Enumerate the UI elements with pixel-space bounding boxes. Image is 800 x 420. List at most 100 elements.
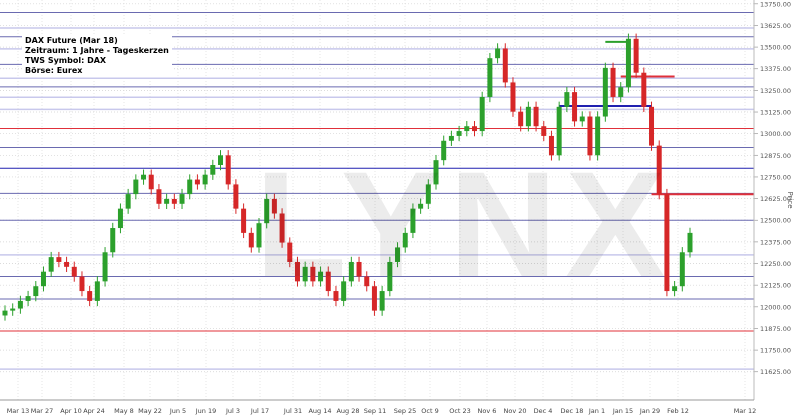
y-tick-label: 13000.00 (760, 130, 791, 138)
y-tick-label: 13125.00 (760, 109, 791, 117)
x-tick-label: Jul 31 (283, 407, 302, 415)
candle-body (79, 276, 85, 292)
candle-body (64, 261, 70, 267)
candle-body (341, 281, 347, 301)
candle-body (233, 184, 239, 209)
candle-body (618, 87, 624, 97)
x-axis: Mar 13 Mar 27 Apr 10 Apr 24 May 8 May 22 Jun 5… (0, 399, 757, 415)
x-tick-label: Sep 11 (364, 407, 387, 415)
candle-body (602, 67, 608, 117)
candle-body (687, 232, 693, 253)
candle-body (425, 184, 431, 204)
candle-body (579, 116, 585, 122)
candle-body (110, 228, 116, 253)
candle-body (287, 242, 293, 262)
candle-body (187, 179, 193, 195)
candle-body (318, 271, 324, 282)
candle-body (48, 257, 54, 272)
y-tick-label: 13375.00 (760, 65, 791, 73)
y-tick-label: 12875.00 (760, 152, 791, 160)
candle-body (248, 232, 254, 248)
candle-body (33, 286, 39, 297)
candle-body (533, 106, 539, 127)
candle-body (171, 198, 177, 204)
candle-body (325, 271, 331, 292)
candle-body (679, 252, 685, 287)
candle-body (556, 106, 562, 156)
candle-body (572, 92, 578, 122)
candle-body (210, 165, 216, 175)
x-tick-label: Feb 12 (667, 407, 689, 415)
candle-body (525, 106, 531, 127)
x-tick-label: Mar 13 (7, 407, 30, 415)
candle-body (649, 106, 655, 146)
x-tick-label: Jun 19 (195, 407, 217, 415)
y-tick-label: 13250.00 (760, 87, 791, 95)
candle-body (418, 203, 424, 209)
candle-body (548, 135, 554, 156)
chart-legend: DAX Future (Mar 18) Zeitraum: 1 Jahre - … (22, 36, 172, 76)
candle-body (279, 213, 285, 243)
candle-body (218, 155, 224, 166)
x-tick-label: Jan 1 (588, 407, 605, 415)
legend-line-1: DAX Future (Mar 18) (25, 36, 118, 45)
x-tick-label: Apr 10 (60, 407, 82, 415)
candle-body (302, 266, 308, 282)
x-tick-label: Aug 14 (308, 407, 331, 415)
y-tick-label: 12125.00 (760, 282, 791, 290)
y-tick-label: 13750.00 (760, 0, 791, 8)
candle-body (633, 38, 639, 73)
candle-body (364, 276, 370, 287)
x-tick-label: Jan 15 (612, 407, 633, 415)
x-tick-label: Mar 12 (734, 407, 757, 415)
candle-body (225, 155, 231, 185)
x-tick-label: Apr 24 (83, 407, 105, 415)
candle-body (641, 72, 647, 107)
candle-body (441, 140, 447, 161)
candle-body (156, 189, 162, 204)
candle-body (664, 194, 670, 292)
candle-body (610, 67, 616, 97)
y-tick-label: 13625.00 (760, 22, 791, 30)
candle-body (656, 145, 662, 195)
candle-body (94, 281, 100, 301)
candle-body (495, 48, 501, 59)
candle-body (241, 208, 247, 233)
candle-body (25, 296, 31, 301)
watermark-logo: LYNX (255, 140, 674, 308)
candle-body (371, 286, 377, 311)
candle-body (141, 174, 147, 180)
y-tick-label: 12000.00 (760, 303, 791, 311)
candle-body (348, 261, 354, 282)
y-tick-label: 12625.00 (760, 195, 791, 203)
candle-body (464, 126, 470, 132)
candle-body (256, 223, 262, 248)
grid (0, 0, 754, 400)
candle-body (564, 92, 570, 107)
candle-body (387, 261, 393, 292)
candle-body (294, 261, 300, 282)
candle-body (71, 266, 77, 277)
legend-line-2: Zeitraum: 1 Jahre - Tageskerzen (25, 46, 169, 55)
candle-body (333, 291, 339, 301)
candle-body (194, 179, 200, 185)
legend-line-4: Börse: Eurex (25, 66, 83, 75)
candle-body (448, 135, 454, 141)
candle-body (117, 208, 123, 229)
candle-body (487, 58, 493, 97)
x-tick-label: Jun 5 (169, 407, 186, 415)
legend-line-3: TWS Symbol: DAX (25, 56, 107, 65)
candle-body (433, 160, 439, 185)
x-tick-label: Nov 6 (478, 407, 497, 415)
candle-body (271, 198, 277, 214)
candle-body (410, 208, 416, 233)
x-tick-label: Oct 9 (421, 407, 438, 415)
candle-body (310, 266, 316, 282)
candle-body (479, 96, 485, 132)
candle-body (518, 111, 524, 127)
candle-body (625, 38, 631, 88)
candle-body (125, 194, 131, 209)
candle-body (17, 300, 23, 309)
x-tick-label: May 8 (114, 407, 134, 415)
